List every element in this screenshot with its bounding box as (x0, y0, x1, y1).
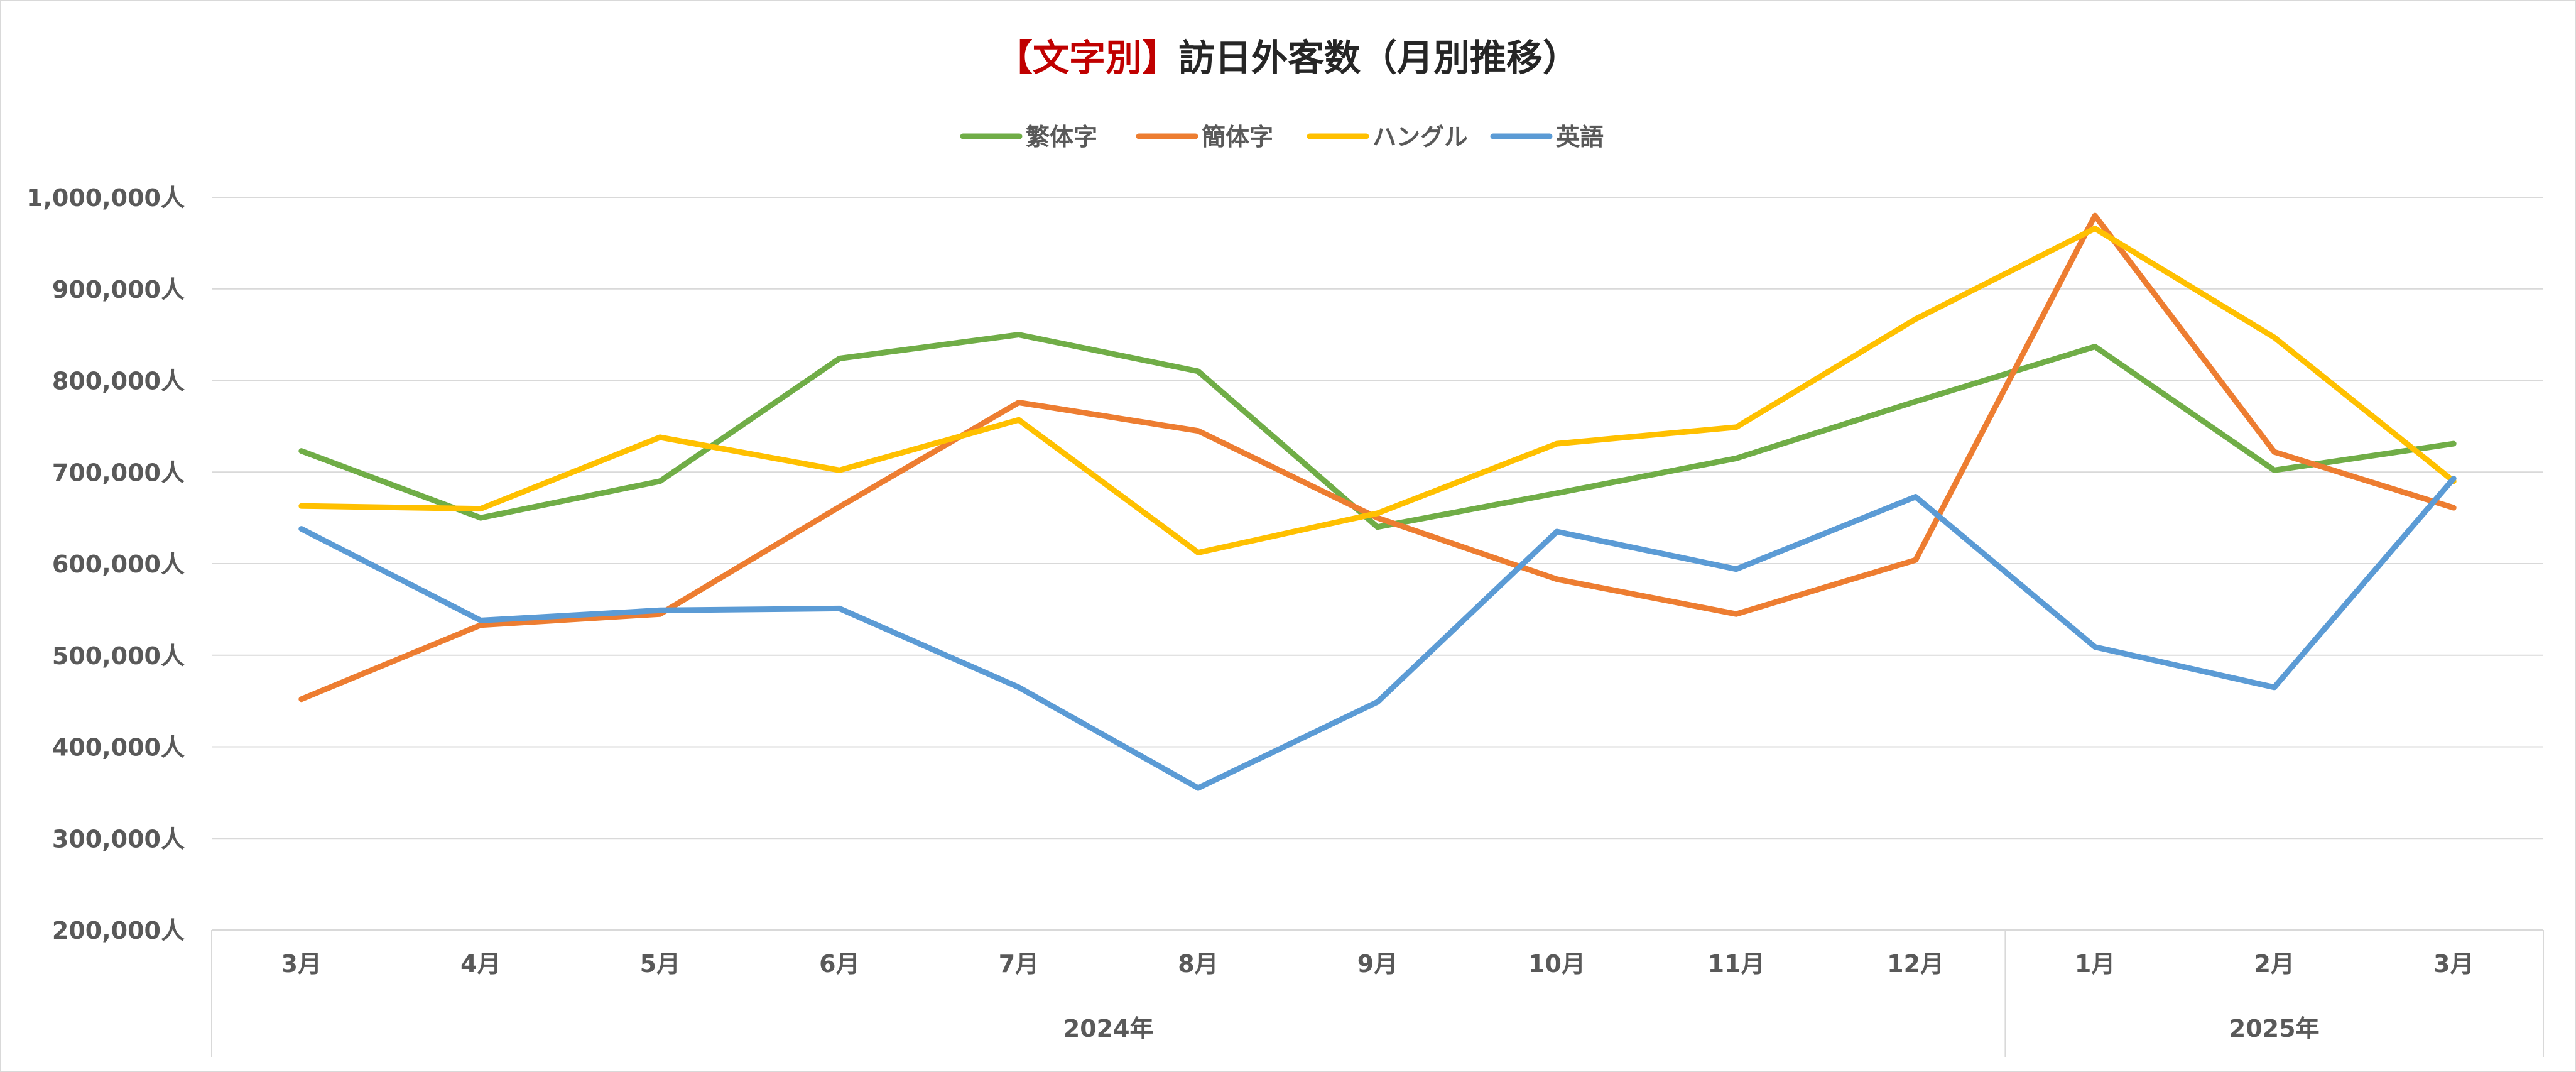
y-tick-label: 900,000人 (52, 276, 185, 304)
x-axis: 3月 4月 5月 6月 7月 8月 9月 10月 11月 12月 1月 2月 3月 2024年 2025年 (211, 930, 2544, 1057)
y-tick-label: 300,000人 (52, 825, 185, 853)
series-line (298, 226, 2457, 555)
y-tick-label: 700,000人 (52, 459, 185, 486)
legend-label: ハングル (1372, 123, 1468, 151)
series-lines (298, 212, 2457, 791)
x-tick-label: 4月 (460, 950, 501, 978)
legend-label: 簡体字 (1202, 123, 1273, 151)
chart-legend: 繁体字 簡体字 ハングル 英語 (960, 123, 1604, 151)
y-tick-label: 1,000,000人 (26, 184, 185, 212)
series-line (298, 332, 2457, 530)
x-tick-label: 11月 (1708, 950, 1765, 978)
x-tick-label: 9月 (1357, 950, 1398, 978)
x-tick-label: 5月 (640, 950, 680, 978)
x-tick-label: 8月 (1178, 950, 1218, 978)
legend-label: 繁体字 (1026, 123, 1097, 151)
x-tick-label: 10月 (1528, 950, 1585, 978)
gridlines (212, 197, 2543, 931)
series-line (298, 212, 2457, 703)
y-tick-label: 800,000人 (52, 368, 185, 395)
x-tick-label: 3月 (281, 950, 322, 978)
chart-title: 【文字別】訪日外客数（月別推移） (996, 36, 1579, 79)
chart-title-prefix: 【文字別】 (996, 36, 1178, 79)
y-tick-label: 600,000人 (52, 550, 185, 578)
year-group-label: 2024年 (1063, 1015, 1154, 1042)
series-line (298, 476, 2457, 791)
y-tick-label: 200,000人 (52, 917, 185, 944)
y-axis: 200,000人 300,000人 400,000人 500,000人 600,000人… (26, 184, 185, 944)
year-group-label: 2025年 (2229, 1015, 2320, 1042)
x-tick-label: 2月 (2254, 950, 2294, 978)
y-tick-label: 400,000人 (52, 734, 185, 762)
x-tick-label: 1月 (2075, 950, 2115, 978)
x-tick-label: 3月 (2433, 950, 2474, 978)
chart-title-main: 訪日外客数（月別推移） (1178, 36, 1579, 79)
x-tick-label: 6月 (819, 950, 859, 978)
y-tick-label: 500,000人 (52, 642, 185, 670)
legend-label: 英語 (1556, 123, 1604, 151)
x-tick-label: 7月 (999, 950, 1039, 978)
x-tick-label: 12月 (1887, 950, 1944, 978)
